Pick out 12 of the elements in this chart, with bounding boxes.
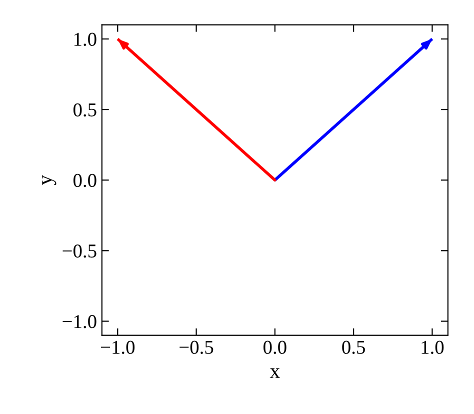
x-tick-label: 1.0 [422,340,444,354]
x-tick-label: −0.5 [180,340,214,354]
y-axis-title: y [42,174,56,186]
x-tick-label: −1.0 [100,340,135,354]
y-tick-label: −0.5 [62,244,96,258]
y-tick-label: 0.0 [73,174,96,188]
y-tick-label: 0.5 [73,103,96,117]
x-tick-label: 0.0 [264,340,286,354]
x-tick-label: 0.5 [342,340,365,354]
y-tick-label: −1.0 [62,315,96,328]
x-axis-title: x [270,368,280,378]
y-tick-label: 1.0 [74,32,96,46]
